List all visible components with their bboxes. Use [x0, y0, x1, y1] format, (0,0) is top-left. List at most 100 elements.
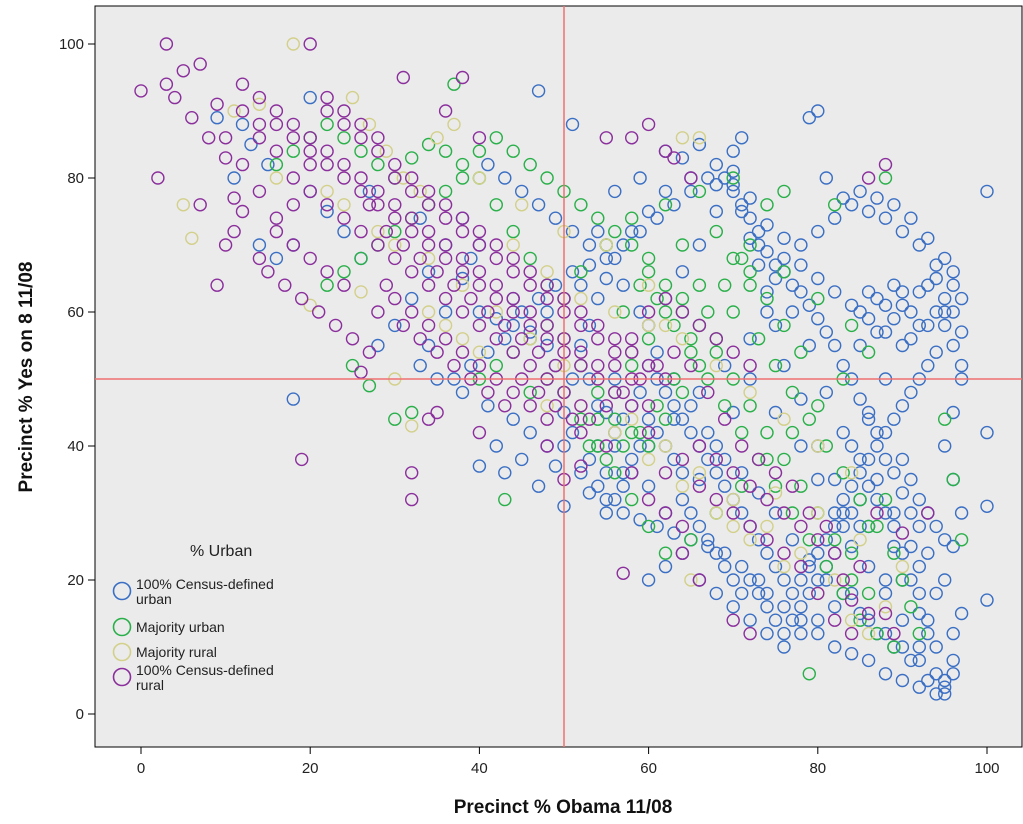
data-point [540, 265, 554, 279]
data-point [405, 405, 419, 420]
data-point [743, 533, 757, 547]
data-point [785, 278, 800, 292]
data-point [168, 90, 182, 105]
data-point [388, 171, 402, 185]
data-point [692, 466, 707, 480]
data-point [413, 211, 427, 225]
data-point [760, 244, 774, 259]
data-point [844, 479, 859, 493]
data-point [853, 466, 867, 480]
data-point [591, 211, 605, 225]
data-point [210, 97, 224, 112]
data-point [337, 198, 351, 212]
data-point [608, 492, 622, 507]
data-point [531, 291, 546, 306]
data-point [565, 425, 580, 440]
data-point [895, 559, 910, 574]
data-point [515, 452, 529, 467]
data-point [658, 466, 673, 480]
data-point [794, 613, 808, 627]
data-point [878, 573, 893, 587]
data-point [320, 184, 334, 199]
data-point [844, 506, 859, 520]
y-tick-label: 0 [76, 706, 84, 723]
data-point [667, 412, 681, 426]
x-axis-title: Precinct % Obama 11/08 [454, 797, 673, 818]
data-point [388, 238, 402, 252]
data-point [599, 452, 613, 467]
data-points [134, 37, 994, 701]
data-point [768, 559, 783, 574]
data-point [844, 466, 859, 480]
y-axis: 0 20 40 60 80 100 [59, 36, 95, 723]
data-point [751, 586, 766, 601]
data-point [438, 144, 453, 158]
data-point [709, 224, 723, 239]
data-point [954, 358, 969, 373]
data-point [641, 332, 656, 346]
data-point [701, 425, 715, 440]
data-point [472, 278, 487, 292]
data-point [658, 278, 673, 292]
data-point [870, 506, 884, 520]
data-point [235, 104, 250, 118]
data-point [802, 412, 816, 426]
data-point [836, 506, 850, 520]
data-point [921, 358, 935, 373]
data-point [921, 613, 935, 627]
data-point [980, 184, 994, 199]
data-point [768, 405, 783, 420]
data-point [455, 305, 470, 319]
data-point [811, 533, 825, 547]
data-point [743, 332, 757, 346]
data-point [312, 305, 326, 319]
data-point [574, 459, 588, 473]
data-point [836, 466, 850, 480]
data-point [760, 198, 774, 212]
y-tick-label: 40 [67, 438, 84, 455]
data-point [354, 117, 368, 132]
data-point [836, 519, 850, 534]
data-point [811, 439, 825, 453]
data-point [464, 358, 478, 373]
data-point [625, 412, 639, 426]
data-point [193, 57, 207, 71]
data-point [354, 224, 368, 239]
data-point [743, 231, 757, 246]
data-point [320, 144, 334, 158]
data-point [641, 278, 656, 292]
data-point [286, 117, 300, 132]
data-point [735, 131, 749, 145]
data-point [946, 626, 960, 641]
data-point [836, 492, 850, 507]
data-point [777, 546, 791, 560]
data-point [599, 492, 613, 507]
data-point [954, 291, 969, 306]
data-point [278, 278, 292, 292]
data-point [760, 218, 774, 232]
data-point [320, 198, 334, 212]
data-point [658, 546, 673, 560]
data-point [794, 546, 808, 560]
y-tick-label: 20 [67, 572, 84, 589]
data-point [244, 137, 258, 152]
data-point [692, 358, 707, 373]
data-point [684, 533, 698, 547]
data-point [565, 412, 580, 426]
data-point [582, 439, 597, 453]
data-point [472, 305, 487, 319]
data-point [489, 358, 503, 373]
data-point [735, 586, 749, 601]
data-point [379, 224, 393, 239]
data-point [286, 131, 300, 145]
data-point [760, 452, 774, 467]
data-point [912, 318, 926, 333]
data-point [726, 519, 740, 534]
data-point [498, 171, 512, 185]
data-point [337, 171, 351, 185]
data-point [464, 291, 478, 306]
data-point [498, 318, 512, 333]
data-point [912, 626, 926, 641]
data-point [658, 412, 673, 426]
data-point [185, 231, 199, 246]
